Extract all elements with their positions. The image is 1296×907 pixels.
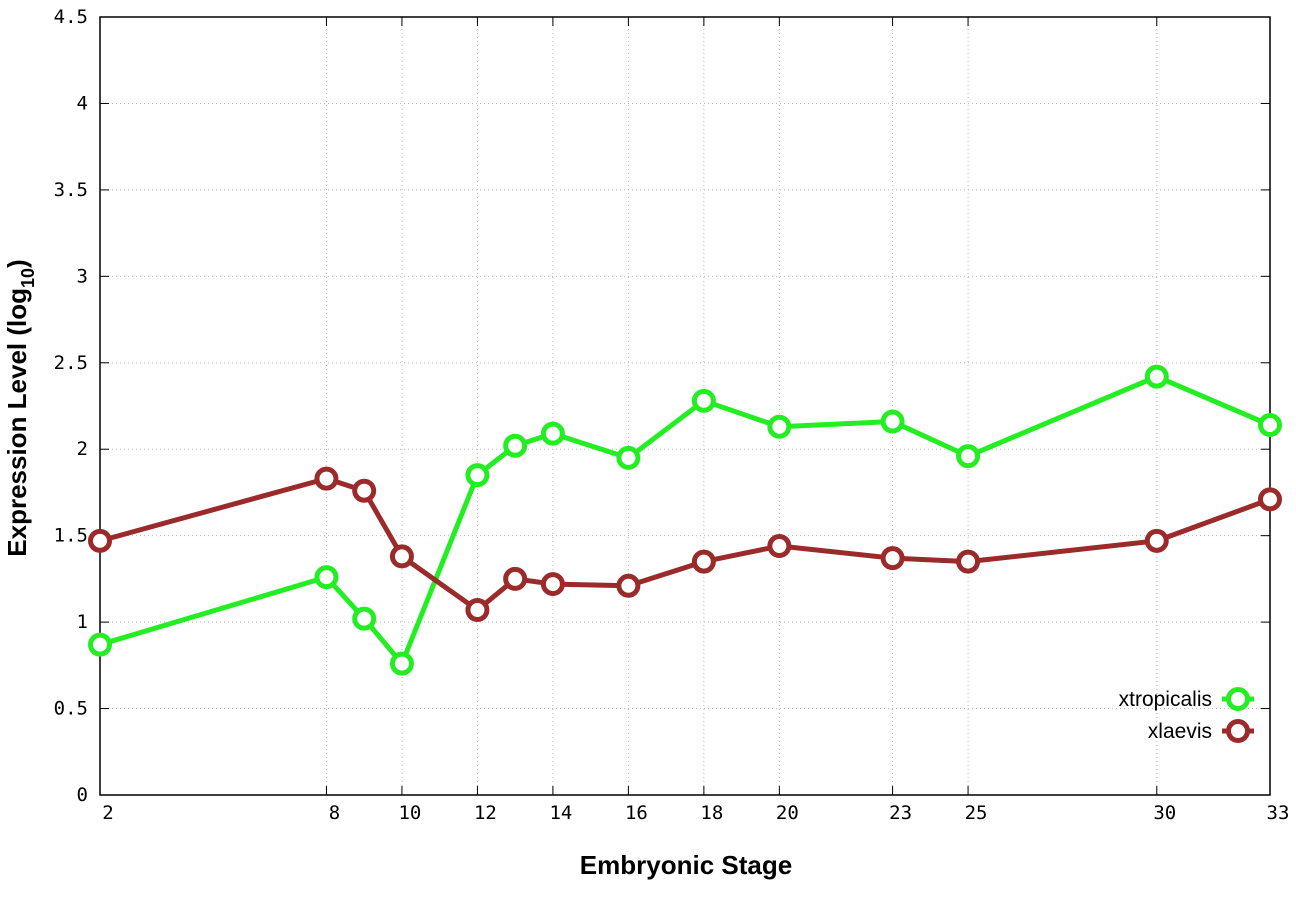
x-tick-label: 30 — [1153, 802, 1176, 824]
data-point-xtropicalis — [465, 463, 490, 488]
y-tick-label: 4 — [77, 92, 88, 114]
legend-label: xtropicalis — [1119, 688, 1212, 711]
y-tick-label: 4.5 — [54, 6, 88, 28]
series-xtropicalis — [88, 364, 1282, 676]
x-tick-label: 16 — [625, 802, 648, 824]
plot-border — [99, 16, 1271, 796]
legend-item-xtropicalis: xtropicalis — [1119, 687, 1254, 711]
data-point-xtropicalis — [616, 445, 641, 470]
data-point-xtropicalis — [540, 421, 565, 446]
data-point-xlaevis — [691, 549, 716, 574]
series-layer — [88, 364, 1282, 676]
data-point-xtropicalis — [767, 414, 792, 439]
data-point-xtropicalis — [691, 388, 716, 413]
series-xlaevis — [88, 466, 1282, 623]
y-axis-title: Expression Level (log10) — [2, 259, 38, 556]
y-tick-label: 0 — [77, 784, 88, 806]
data-point-xtropicalis — [1258, 413, 1282, 438]
x-tick-label: 14 — [549, 802, 572, 824]
data-point-xlaevis — [503, 566, 528, 591]
data-point-xtropicalis — [956, 444, 981, 469]
data-point-xlaevis — [1144, 528, 1169, 553]
legend-marker-swatch — [1226, 687, 1250, 711]
series-line-xlaevis — [99, 476, 1271, 613]
x-tick-label: 2 — [102, 802, 113, 824]
y-tick-label: 2 — [77, 438, 88, 460]
data-point-xlaevis — [352, 478, 377, 503]
x-axis-title: Embryonic Stage — [580, 850, 792, 880]
data-point-xlaevis — [314, 466, 339, 491]
data-point-xlaevis — [389, 544, 414, 569]
data-point-xlaevis — [616, 573, 641, 598]
data-point-xlaevis — [1258, 487, 1282, 512]
x-tick-label: 20 — [776, 802, 799, 824]
y-tick-label: 1 — [77, 611, 88, 633]
y-axis-title-main: Expression Level (log — [2, 288, 32, 557]
data-point-xtropicalis — [352, 606, 377, 631]
x-tick-label: 33 — [1267, 802, 1290, 824]
data-point-xlaevis — [956, 549, 981, 574]
data-point-xtropicalis — [389, 651, 414, 676]
data-point-xtropicalis — [1144, 364, 1169, 389]
y-tick-label: 3 — [77, 265, 88, 287]
plot-area — [100, 17, 1270, 795]
y-tick-label: 0.5 — [54, 698, 88, 720]
grid-lines — [100, 17, 1270, 795]
data-point-xtropicalis — [314, 565, 339, 590]
data-point-xlaevis — [88, 528, 112, 553]
y-axis-title-subscript: 10 — [18, 268, 38, 288]
x-tick-label: 10 — [398, 802, 421, 824]
x-tick-label: 18 — [700, 802, 723, 824]
data-point-xtropicalis — [503, 433, 528, 458]
legend-label: xlaevis — [1148, 720, 1212, 743]
data-point-xtropicalis — [88, 632, 112, 657]
data-point-xlaevis — [465, 598, 490, 623]
data-point-xlaevis — [880, 546, 905, 571]
legend-marker-swatch — [1226, 719, 1250, 743]
x-tick-labels: 2 8 10 12 14 16 18 20 23 25 30 33 — [102, 802, 1289, 824]
y-tick-label: 1.5 — [54, 525, 88, 547]
y-axis-title-close: ) — [2, 259, 32, 268]
legend: xtropicalis xlaevis — [1119, 687, 1254, 743]
data-point-xlaevis — [540, 572, 565, 597]
x-tick-label: 8 — [329, 802, 340, 824]
data-point-xlaevis — [767, 534, 792, 559]
x-tick-label: 12 — [474, 802, 497, 824]
y-tick-label: 2.5 — [54, 352, 88, 374]
x-tick-label: 25 — [965, 802, 988, 824]
data-point-xtropicalis — [880, 409, 905, 434]
x-tick-label: 23 — [889, 802, 912, 824]
y-tick-label: 3.5 — [54, 179, 88, 201]
y-tick-labels: 0 0.5 1 1.5 2 2.5 3 3.5 4 4.5 — [54, 6, 88, 806]
legend-item-xlaevis: xlaevis — [1148, 719, 1254, 743]
